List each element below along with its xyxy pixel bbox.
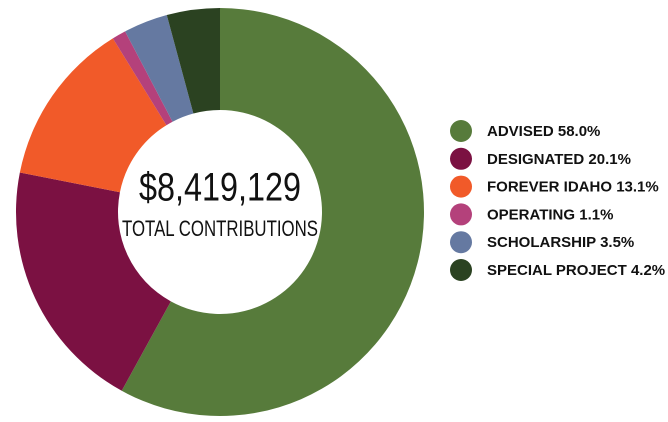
legend-value: 3.5% [600,234,634,251]
legend-swatch [450,203,472,226]
donut-slice [121,8,424,416]
legend-value: 20.1% [588,151,631,168]
legend-value: 1.1% [579,206,613,223]
legend-value: 4.2% [631,262,665,279]
legend-swatch [450,259,472,281]
legend-label: DESIGNATED 20.1% [487,151,631,168]
legend-value: 58.0% [558,123,601,140]
legend-name: SPECIAL PROJECT [487,262,627,279]
legend-label: SCHOLARSHIP 3.5% [487,234,634,251]
legend-name: DESIGNATED [487,151,584,168]
legend-name: ADVISED [487,123,554,140]
legend-name: FOREVER IDAHO [487,179,612,196]
legend-swatch [450,147,472,170]
center-title: $8,419,129 [139,166,301,210]
legend-value: 13.1% [616,179,659,196]
legend-label: SPECIAL PROJECT 4.2% [487,262,665,279]
donut-slice [166,8,220,114]
legend-name: SCHOLARSHIP [487,234,596,251]
center-subtitle: TOTAL CONTRIBUTIONS [122,216,318,241]
donut-slice [19,38,167,193]
donut-slice [125,15,194,122]
donut-slice [112,31,173,126]
legend-label: FOREVER IDAHO 13.1% [487,179,659,196]
legend-swatch [450,120,472,142]
donut-slice [15,172,171,391]
legend-swatch [450,231,472,254]
legend-label: ADVISED 58.0% [487,123,600,140]
legend-swatch [450,175,472,198]
legend-label: OPERATING 1.1% [487,206,613,223]
legend-name: OPERATING [487,206,575,223]
